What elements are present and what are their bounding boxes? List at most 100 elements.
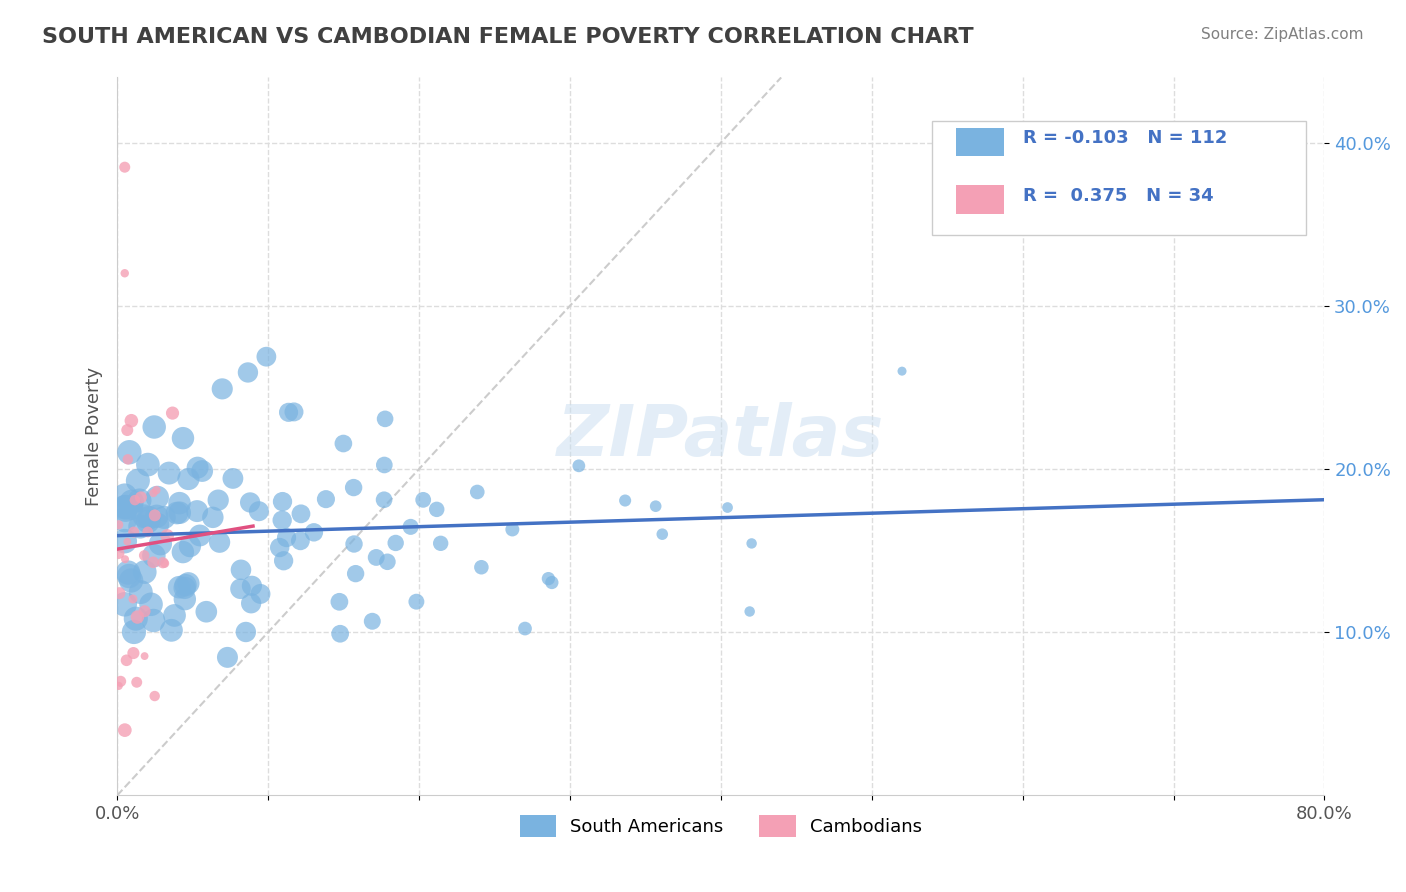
Cambodians	[129, 491, 152, 505]
South Americans	[211, 382, 233, 396]
South Americans	[134, 509, 156, 524]
South Americans	[177, 576, 200, 591]
South Americans	[651, 527, 673, 541]
South Americans	[195, 605, 218, 619]
South Americans	[222, 471, 245, 485]
South Americans	[169, 496, 191, 510]
Cambodians	[108, 586, 131, 600]
South Americans	[741, 536, 763, 550]
South Americans	[377, 555, 399, 569]
South Americans	[121, 495, 143, 509]
Cambodians	[117, 423, 139, 437]
Cambodians	[107, 546, 129, 560]
Text: R =  0.375   N = 34: R = 0.375 N = 34	[1022, 187, 1213, 205]
Cambodians	[122, 592, 145, 607]
South Americans	[136, 458, 159, 472]
South Americans	[240, 596, 263, 610]
Cambodians	[117, 534, 139, 549]
South Americans	[271, 513, 294, 527]
South Americans	[146, 491, 169, 505]
Cambodians	[114, 160, 136, 174]
South Americans	[173, 592, 195, 607]
South Americans	[343, 481, 366, 495]
Cambodians	[114, 723, 136, 738]
Cambodians	[122, 525, 145, 540]
South Americans	[236, 366, 259, 380]
Cambodians	[134, 649, 156, 664]
South Americans	[405, 595, 427, 609]
South Americans	[374, 412, 396, 426]
South Americans	[174, 578, 197, 592]
South Americans	[254, 350, 277, 364]
Cambodians	[134, 604, 156, 618]
South Americans	[217, 650, 239, 665]
South Americans	[163, 608, 186, 623]
South Americans	[271, 494, 294, 508]
South Americans	[142, 549, 165, 563]
South Americans	[125, 612, 148, 626]
South Americans	[891, 364, 914, 378]
South Americans	[249, 587, 271, 601]
South Americans	[146, 517, 169, 532]
South Americans	[114, 500, 136, 515]
Cambodians	[143, 508, 166, 523]
FancyBboxPatch shape	[932, 120, 1306, 235]
Cambodians	[114, 266, 136, 280]
South Americans	[208, 535, 231, 549]
Cambodians	[110, 674, 132, 689]
South Americans	[117, 566, 139, 580]
South Americans	[366, 550, 388, 565]
South Americans	[229, 563, 252, 577]
South Americans	[329, 626, 352, 640]
Cambodians	[143, 689, 166, 703]
South Americans	[201, 510, 224, 524]
South Americans	[465, 485, 488, 500]
South Americans	[169, 506, 191, 520]
South Americans	[143, 420, 166, 434]
South Americans	[373, 458, 395, 472]
Y-axis label: Female Poverty: Female Poverty	[86, 367, 103, 506]
South Americans	[139, 597, 162, 611]
South Americans	[290, 533, 312, 548]
Cambodians	[122, 646, 145, 660]
South Americans	[738, 605, 761, 619]
FancyBboxPatch shape	[956, 186, 1004, 214]
Cambodians	[107, 679, 129, 693]
Cambodians	[117, 452, 139, 467]
South Americans	[153, 510, 176, 524]
Cambodians	[142, 486, 165, 500]
South Americans	[614, 493, 637, 508]
South Americans	[120, 500, 142, 515]
South Americans	[136, 515, 159, 529]
Cambodians	[156, 529, 179, 543]
South Americans	[229, 582, 252, 596]
South Americans	[173, 581, 195, 595]
South Americans	[568, 458, 591, 473]
South Americans	[114, 597, 136, 611]
South Americans	[373, 492, 395, 507]
South Americans	[290, 507, 312, 521]
South Americans	[207, 493, 229, 508]
Cambodians	[120, 414, 142, 428]
Text: ZIPatlas: ZIPatlas	[557, 402, 884, 471]
South Americans	[470, 560, 492, 574]
Cambodians	[107, 517, 129, 532]
South Americans	[235, 625, 257, 640]
South Americans	[120, 574, 142, 588]
South Americans	[114, 502, 136, 516]
South Americans	[513, 622, 536, 636]
South Americans	[426, 502, 449, 516]
South Americans	[501, 523, 523, 537]
South Americans	[114, 534, 136, 549]
South Americans	[142, 614, 165, 628]
South Americans	[172, 431, 194, 445]
South Americans	[384, 536, 406, 550]
Cambodians	[115, 653, 138, 667]
South Americans	[114, 489, 136, 503]
South Americans	[166, 506, 188, 520]
South Americans	[149, 537, 172, 551]
Cambodians	[127, 610, 149, 624]
South Americans	[177, 472, 200, 486]
Cambodians	[114, 552, 136, 566]
Text: SOUTH AMERICAN VS CAMBODIAN FEMALE POVERTY CORRELATION CHART: SOUTH AMERICAN VS CAMBODIAN FEMALE POVER…	[42, 27, 974, 46]
